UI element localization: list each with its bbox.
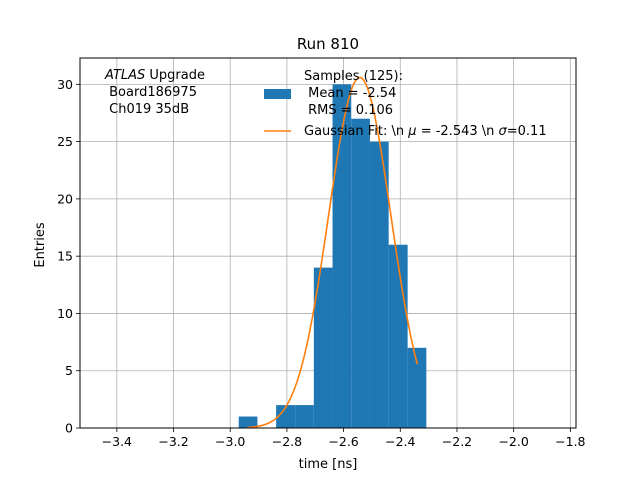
atlas-annotation: ATLAS Upgrade Board186975 Ch019 35dB (104, 68, 205, 117)
x-tick-label-4: −2.6 (328, 434, 358, 449)
chart-title: Run 810 (297, 35, 359, 53)
histogram-bar-8 (388, 244, 408, 428)
x-axis-ticks: −3.4 −3.2 −3.0 −2.8 −2.6 −2.4 −2.2 −2.0 −1.8 (102, 428, 586, 449)
y-tick-label-6: 30 (57, 77, 73, 92)
y-tick-label-4: 20 (57, 191, 73, 206)
y-tick-label-0: 0 (65, 421, 73, 436)
gaussian-fit (247, 76, 419, 429)
y-tick-label-5: 25 (57, 134, 73, 149)
x-tick-label-2: −3.0 (215, 434, 245, 449)
histogram-bar-4 (313, 267, 333, 428)
annotation-line-2: Ch019 35dB (105, 102, 189, 117)
y-tick-label-3: 15 (57, 249, 73, 264)
histogram-bars (238, 84, 427, 429)
histogram-bar-5 (332, 84, 352, 429)
x-tick-label-0: −3.4 (102, 434, 132, 449)
legend-samples-line-1: Mean = -2.54 (304, 86, 396, 101)
histogram-bar-3 (295, 405, 314, 428)
y-tick-label-2: 10 (57, 306, 73, 321)
y-axis-ticks: 0 5 10 15 20 25 30 (57, 77, 80, 436)
x-tick-label-8: −1.8 (555, 434, 585, 449)
legend: Samples (125): Mean = -2.54 RMS = 0.106 G… (264, 69, 547, 139)
y-axis-label: Entries (33, 222, 48, 268)
histogram-bar-2 (276, 405, 296, 428)
y-tick-label-1: 5 (65, 363, 73, 378)
histogram-bar-9 (407, 347, 427, 428)
legend-samples-line-0: Samples (125): (304, 69, 403, 84)
plot-frame (79, 57, 577, 429)
x-axis-label: time [ns] (299, 457, 358, 472)
annotation-line-0: ATLAS Upgrade (104, 68, 205, 83)
legend-fit-label: Gaussian Fit: \n μ = -2.543 \n σ=0.11 (304, 124, 547, 139)
x-tick-label-6: −2.2 (442, 434, 472, 449)
x-tick-label-1: −3.2 (158, 434, 188, 449)
histogram-bar-0 (238, 416, 258, 428)
x-tick-label-7: −2.0 (498, 434, 528, 449)
x-tick-label-5: −2.4 (385, 434, 415, 449)
fit-curve (247, 76, 419, 429)
legend-patch-samples (264, 89, 291, 99)
histogram-bar-6 (351, 118, 370, 429)
annotation-line-1: Board186975 (105, 85, 197, 100)
x-tick-label-3: −2.8 (272, 434, 302, 449)
legend-samples-line-2: RMS = 0.106 (304, 103, 393, 118)
histogram-bar-7 (369, 141, 389, 428)
